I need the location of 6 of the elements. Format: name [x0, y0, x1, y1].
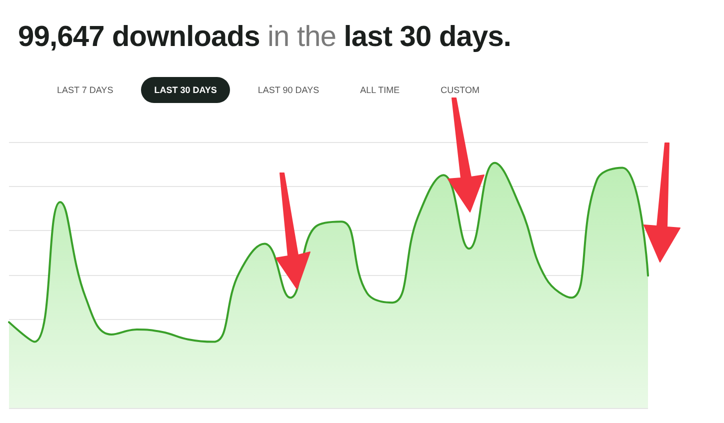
- text: ALL TIME: [347, 77, 413, 103]
- chart-title: 99,647 downloads in the last 30 days.: [18, 21, 512, 53]
- text: LAST 7 DAYS: [44, 77, 126, 103]
- text: CUSTOM: [428, 77, 492, 103]
- text: LAST 30 DAYS: [141, 77, 230, 103]
- text: LAST 90 DAYS: [244, 77, 332, 103]
